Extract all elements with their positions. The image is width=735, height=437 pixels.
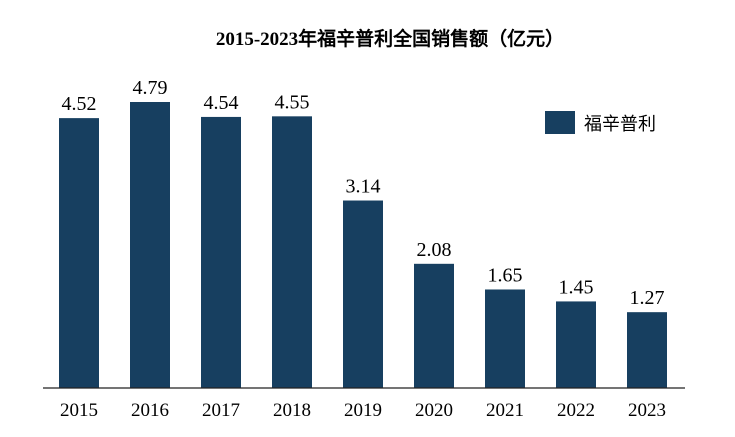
data-label: 4.52: [62, 93, 97, 115]
data-label: 1.27: [630, 287, 665, 309]
bar-2016: [130, 102, 170, 388]
x-tick-label: 2021: [486, 400, 524, 421]
bar-2023: [627, 312, 667, 388]
data-label: 2.08: [417, 239, 452, 261]
x-tick-label: 2022: [557, 400, 595, 421]
bar-2018: [272, 116, 312, 388]
x-tick-label: 2020: [415, 400, 453, 421]
data-label: 4.54: [204, 92, 239, 114]
bar-2017: [201, 116, 241, 388]
x-tick-label: 2018: [273, 400, 311, 421]
bar-2022: [556, 301, 596, 388]
bar-2015: [59, 118, 99, 388]
bar-2020: [414, 263, 454, 388]
data-label: 1.65: [488, 264, 523, 286]
bar-2021: [485, 289, 525, 388]
chart-title: 2015-2023年福辛普利全国销售额（亿元）: [216, 27, 564, 50]
bar-2019: [343, 200, 383, 388]
legend-swatch: [545, 111, 575, 134]
x-tick-label: 2023: [628, 400, 666, 421]
data-label: 3.14: [346, 176, 381, 198]
data-label: 4.79: [133, 77, 168, 99]
x-tick-label: 2019: [344, 400, 382, 421]
x-tick-label: 2015: [60, 400, 98, 421]
data-label: 1.45: [559, 276, 594, 298]
x-tick-label: 2017: [202, 400, 240, 421]
legend-label: 福辛普利: [584, 114, 656, 135]
data-label: 4.55: [275, 91, 310, 113]
x-tick-label: 2016: [131, 400, 169, 421]
